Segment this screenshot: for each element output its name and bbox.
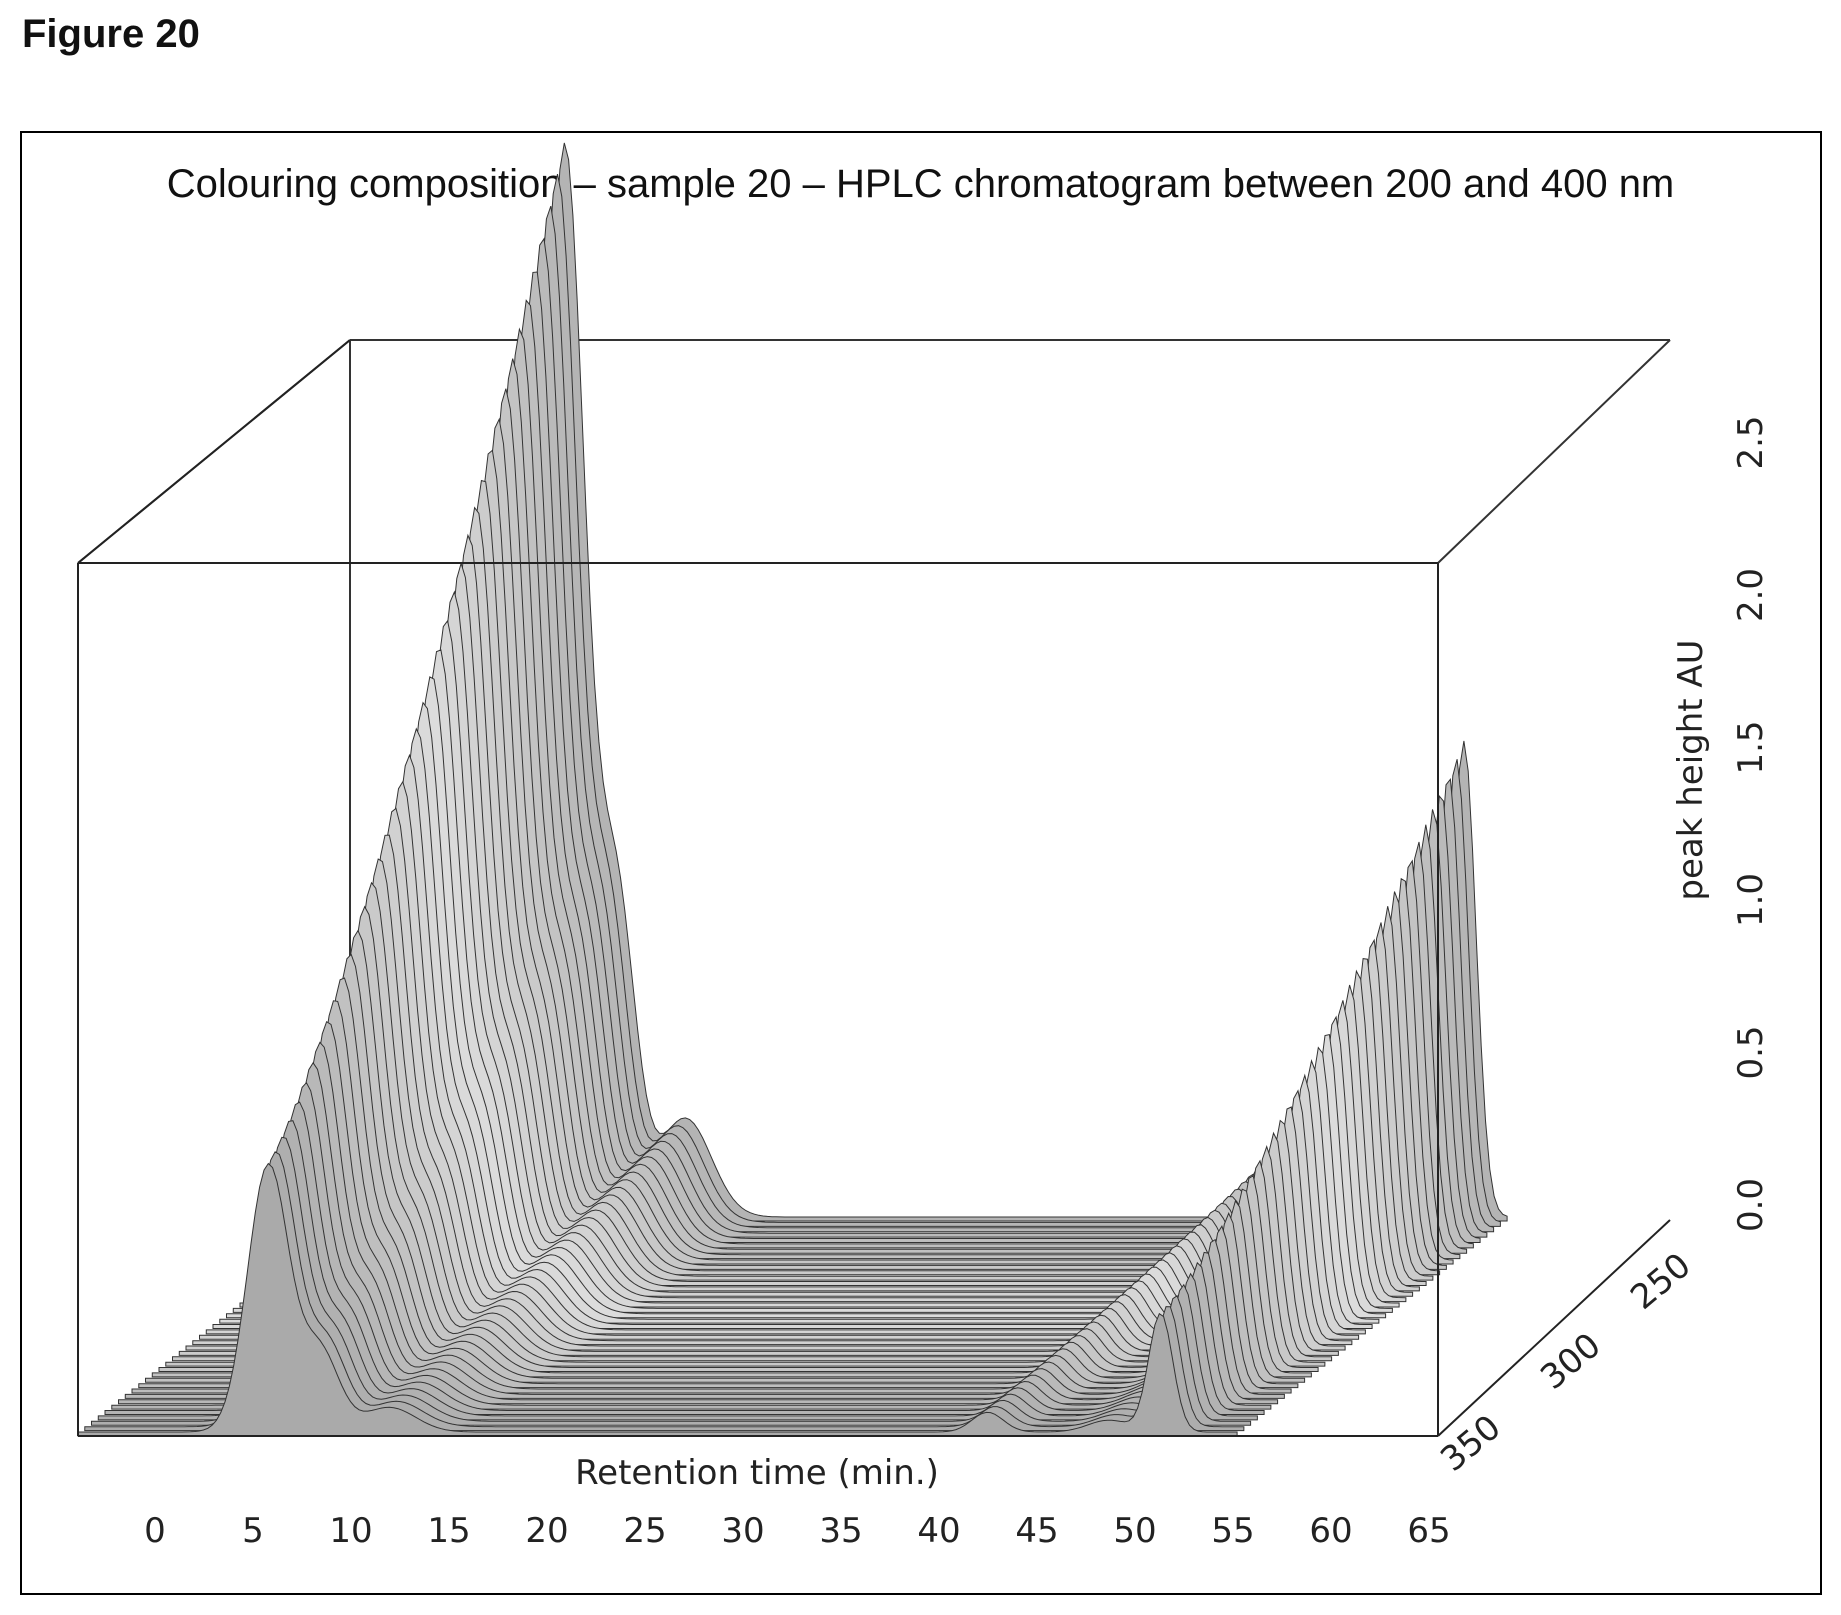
figure-frame [20, 131, 1822, 1595]
surface-ridge [111, 1081, 1272, 1410]
x-tick-label: 15 [427, 1511, 470, 1551]
y-axis-label: peak height AU [1671, 639, 1711, 900]
x-tick-label: 20 [525, 1511, 568, 1551]
box-edge [1437, 339, 1671, 564]
box-edge [1437, 1219, 1671, 1437]
surface-ridge [84, 1151, 1245, 1432]
x-tick-label: 5 [242, 1511, 264, 1551]
x-tick-label: 0 [144, 1511, 166, 1551]
surface-ridge [138, 1000, 1299, 1389]
x-tick-labels: 0 5 10 15 20 25 30 35 40 45 50 55 60 65 [144, 1511, 1450, 1551]
y-tick-label: 0.0 [1731, 1178, 1771, 1232]
box-edge [77, 339, 351, 564]
x-tick-label: 60 [1309, 1511, 1352, 1551]
y-tick-label: 1.0 [1731, 873, 1771, 927]
y-tick-label: 2.5 [1731, 415, 1771, 469]
y-tick-labels: 0.0 0.5 1.0 1.5 2.0 2.5 [1731, 415, 1771, 1232]
x-tick-label: 35 [819, 1511, 862, 1551]
x-axis-label: Retention time (min.) [575, 1453, 939, 1493]
surface-ridge [118, 1061, 1279, 1405]
surface-ridge [91, 1136, 1252, 1426]
surface-ridge [77, 1162, 1238, 1437]
x-tick-label: 25 [623, 1511, 666, 1551]
surface-ridge [124, 1041, 1285, 1399]
x-tick-label: 45 [1015, 1511, 1058, 1551]
x-tick-label: 55 [1211, 1511, 1254, 1551]
z-tick-label: 350 [1433, 1407, 1508, 1479]
figure-label: Figure 20 [22, 12, 200, 56]
surface-ridge [97, 1120, 1258, 1421]
y-tick-label: 1.5 [1731, 720, 1771, 774]
x-tick-label: 30 [721, 1511, 764, 1551]
y-tick-label: 0.5 [1731, 1025, 1771, 1079]
x-tick-label: 10 [329, 1511, 372, 1551]
surface-ridges [77, 142, 1508, 1437]
surface-ridge [145, 977, 1306, 1383]
z-tick-label: 250 [1623, 1245, 1698, 1317]
surface-ridge [151, 953, 1312, 1378]
x-tick-label: 50 [1113, 1511, 1156, 1551]
y-tick-label: 2.0 [1731, 568, 1771, 622]
chart-title: Colouring composition – sample 20 – HPLC… [166, 162, 1675, 206]
x-tick-label: 65 [1407, 1511, 1450, 1551]
surface-ridge [104, 1101, 1265, 1415]
x-tick-label: 40 [917, 1511, 960, 1551]
box-front-edges [77, 339, 1671, 1437]
surface-ridge [131, 1020, 1292, 1394]
